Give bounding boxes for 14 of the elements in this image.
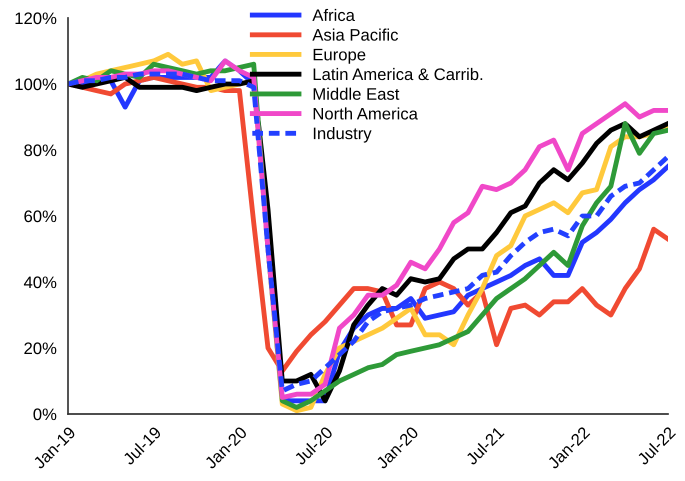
y-tick-label: 20%	[24, 342, 56, 354]
y-tick-label: 120%	[16, 12, 56, 24]
legend-label: Industry	[314, 127, 372, 143]
y-tick-label: 100%	[16, 78, 56, 90]
legend-label: Asia Pacific	[312, 28, 398, 41]
y-tick-label: 80%	[24, 144, 56, 156]
y-tick-label: 60%	[24, 210, 56, 222]
legend-label: Middle East	[314, 88, 400, 100]
legend-label: Africa	[312, 8, 355, 22]
y-tick-label: 0%	[33, 408, 56, 420]
y-tick-label: 40%	[24, 276, 56, 288]
legend-label: Europe	[314, 48, 366, 64]
legend-label: Latin America & Carrib.	[314, 68, 482, 80]
legend-label: North America	[314, 107, 418, 120]
